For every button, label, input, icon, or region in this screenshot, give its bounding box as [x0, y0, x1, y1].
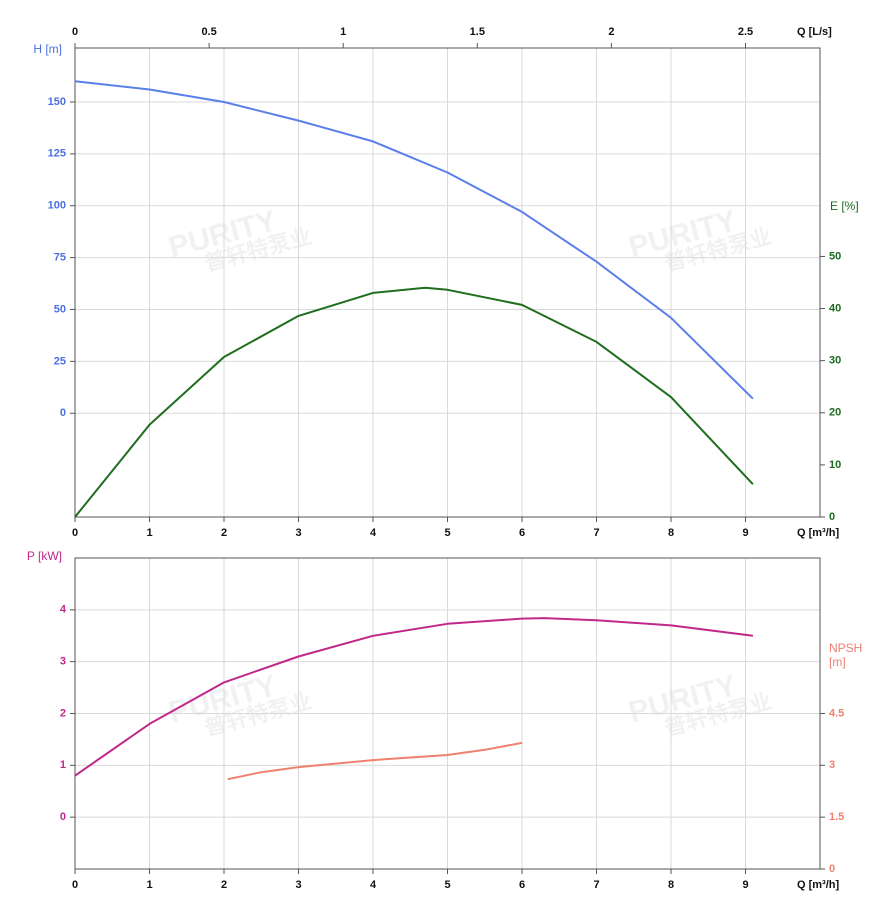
curve [74, 617, 754, 777]
x-tick-label: 3 [295, 527, 301, 539]
x-tick-label: 0 [72, 527, 78, 539]
y-axis-label: H [m] [33, 42, 62, 56]
curve [74, 286, 754, 518]
y-tick-label: 0 [60, 811, 66, 823]
x-tick-label: 7 [593, 527, 599, 539]
y2-tick-label: 40 [829, 302, 841, 314]
y2-tick-label: 4.5 [829, 707, 844, 719]
x-tick-label: 7 [593, 879, 599, 891]
y-tick-label: 1 [60, 759, 66, 771]
x-tick-label: 8 [668, 527, 674, 539]
x2-tick-label: 2.5 [738, 26, 753, 38]
x2-tick-label: 1 [340, 26, 346, 38]
x-tick-label: 5 [444, 879, 450, 891]
x2-axis-label: Q [L/s] [797, 26, 832, 38]
y-tick-label: 75 [54, 252, 66, 264]
y-tick-label: 2 [60, 707, 66, 719]
x-axis-label: Q [m³/h] [797, 527, 839, 539]
x-tick-label: 6 [519, 879, 525, 891]
x2-tick-label: 0.5 [201, 26, 216, 38]
y-tick-label: 100 [48, 200, 66, 212]
y2-tick-label: 10 [829, 459, 841, 471]
x-tick-label: 4 [370, 527, 377, 539]
y-tick-label: 25 [54, 355, 66, 367]
y2-tick-label: 0 [829, 511, 835, 523]
x-tick-label: 3 [295, 879, 301, 891]
curve [74, 80, 754, 400]
y-tick-label: 125 [48, 148, 66, 160]
x-tick-label: 5 [444, 527, 450, 539]
x-tick-label: 9 [742, 879, 748, 891]
y2-axis-label: E [%] [830, 199, 859, 213]
x2-tick-label: 2 [608, 26, 614, 38]
x-axis-label: Q [m³/h] [797, 879, 839, 891]
plot-frame [74, 47, 821, 518]
y2-tick-label: 20 [829, 407, 841, 419]
y2-tick-label: 0 [829, 863, 835, 875]
x-tick-label: 9 [742, 527, 748, 539]
x-tick-label: 1 [146, 527, 152, 539]
x-tick-label: 1 [146, 879, 152, 891]
x2-tick-label: 1.5 [470, 26, 485, 38]
y2-tick-label: 30 [829, 355, 841, 367]
y-tick-label: 150 [48, 96, 66, 108]
curve [227, 741, 523, 781]
y2-axis-label: NPSH [m] [829, 641, 863, 669]
y-tick-label: 0 [60, 407, 66, 419]
y2-tick-label: 3 [829, 759, 835, 771]
x-tick-label: 2 [221, 879, 227, 891]
y-tick-label: 50 [54, 303, 66, 315]
y-tick-label: 4 [60, 604, 67, 616]
y2-tick-label: 1.5 [829, 811, 844, 823]
x-tick-label: 6 [519, 527, 525, 539]
x-tick-label: 4 [370, 879, 377, 891]
plot-frame [74, 557, 821, 870]
x-tick-label: 8 [668, 879, 674, 891]
x2-tick-label: 0 [72, 26, 78, 38]
x-tick-label: 2 [221, 527, 227, 539]
y-tick-label: 3 [60, 656, 66, 668]
y2-tick-label: 50 [829, 250, 841, 262]
x-tick-label: 0 [72, 879, 78, 891]
y-axis-label: P [kW] [27, 549, 62, 563]
